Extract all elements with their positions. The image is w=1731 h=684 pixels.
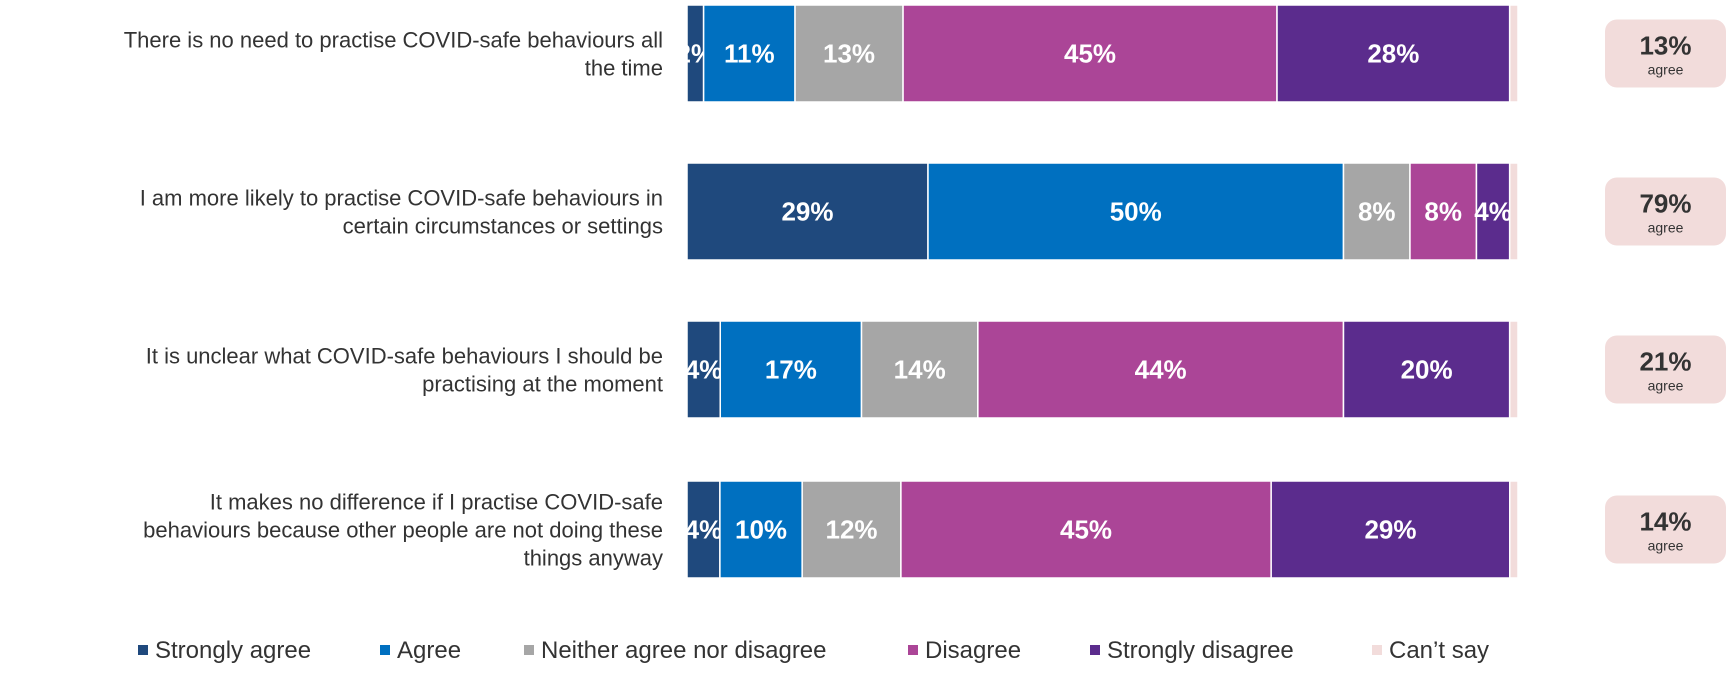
bar-segment	[977, 320, 1345, 419]
agree-summary-value: 21%	[1639, 347, 1691, 377]
row-label-line: There is no need to practise COVID-safe …	[124, 28, 663, 53]
row-label: It makes no difference if I practise COV…	[143, 490, 663, 571]
data-label: 45%	[1060, 515, 1112, 545]
legend-label: Disagree	[925, 637, 1021, 664]
data-label: 4%	[1474, 197, 1512, 227]
row-label: It is unclear what COVID-safe behaviours…	[146, 344, 663, 397]
agree-summary-value: 13%	[1639, 31, 1691, 61]
data-label: 29%	[1364, 515, 1416, 545]
legend-swatch	[1090, 645, 1100, 655]
data-label: 28%	[1367, 39, 1419, 69]
data-label: 4%	[685, 515, 723, 545]
row-label-line: It is unclear what COVID-safe behaviours…	[146, 344, 663, 369]
data-label: 50%	[1110, 197, 1162, 227]
legend-label: Neither agree nor disagree	[541, 637, 827, 664]
row-labels: There is no need to practise COVID-safe …	[124, 28, 663, 571]
bar-segment	[1276, 4, 1511, 103]
legend-swatch	[1372, 645, 1382, 655]
data-label: 17%	[765, 355, 817, 385]
data-label: 12%	[826, 515, 878, 545]
data-label: 45%	[1064, 39, 1116, 69]
bars: 2% 11% 13% 45% 28%29% 50% 8% 8% 4%4% 17% 14% 44% 20%…	[677, 4, 1519, 579]
agree-summary-box	[1605, 495, 1726, 564]
bar-segment	[900, 480, 1272, 579]
row-label-line: behaviours because other people are not …	[143, 518, 663, 543]
agree-summary-value: 79%	[1639, 189, 1691, 219]
agree-summary-box	[1605, 335, 1726, 404]
data-label: 8%	[1358, 197, 1396, 227]
legend-swatch	[138, 645, 148, 655]
legend-swatch	[524, 645, 534, 655]
legend-label: Can’t say	[1389, 637, 1489, 664]
row-label: I am more likely to practise COVID-safe …	[140, 186, 663, 239]
data-label: 4%	[685, 355, 723, 385]
bar-segment	[1508, 162, 1519, 261]
row-label-line: It makes no difference if I practise COV…	[210, 490, 663, 515]
data-label: 11%	[724, 39, 775, 69]
data-label: 8%	[1424, 197, 1462, 227]
agree-summary-word: agree	[1648, 62, 1684, 78]
legend: Strongly agree Agree Neither agree nor dis…	[138, 637, 1489, 664]
data-label: 29%	[781, 197, 833, 227]
agree-summary-word: agree	[1648, 378, 1684, 394]
agree-summary-word: agree	[1648, 220, 1684, 236]
agree-summary-box	[1605, 19, 1726, 88]
data-label: 10%	[735, 515, 787, 545]
row-label-line: certain circumstances or settings	[343, 214, 663, 239]
row-label-line: I am more likely to practise COVID-safe …	[140, 186, 663, 211]
row-label: There is no need to practise COVID-safe …	[124, 28, 663, 81]
bar-segment	[686, 320, 721, 419]
bar-segment	[686, 162, 929, 261]
legend-swatch	[380, 645, 390, 655]
bar-segment	[1508, 320, 1519, 419]
row-label-line: things anyway	[524, 546, 663, 571]
agree-summary-word: agree	[1648, 538, 1684, 554]
bar-segment	[902, 4, 1278, 103]
data-label: 13%	[823, 39, 875, 69]
bar-segment	[1342, 162, 1411, 261]
bar-segment	[927, 162, 1345, 261]
data-label: 20%	[1401, 355, 1453, 385]
legend-swatch	[908, 645, 918, 655]
bar-segment	[860, 320, 979, 419]
bar-segment	[1508, 4, 1519, 103]
legend-label: Agree	[397, 637, 461, 664]
bar-segment	[702, 4, 796, 103]
data-label: 14%	[894, 355, 946, 385]
bar-segment	[1409, 162, 1478, 261]
bar-segment	[1342, 320, 1511, 419]
bar-segment	[1509, 480, 1519, 579]
row-label-line: the time	[585, 56, 663, 81]
legend-label: Strongly disagree	[1107, 637, 1294, 664]
agree-summary-box	[1605, 177, 1726, 246]
bar-segment	[719, 320, 863, 419]
agree-summary-value: 14%	[1639, 507, 1691, 537]
data-label: 44%	[1135, 355, 1187, 385]
legend-label: Strongly agree	[155, 637, 311, 664]
row-label-line: practising at the moment	[422, 372, 663, 397]
bar-segment	[801, 480, 902, 579]
bar-segment	[1475, 162, 1511, 261]
